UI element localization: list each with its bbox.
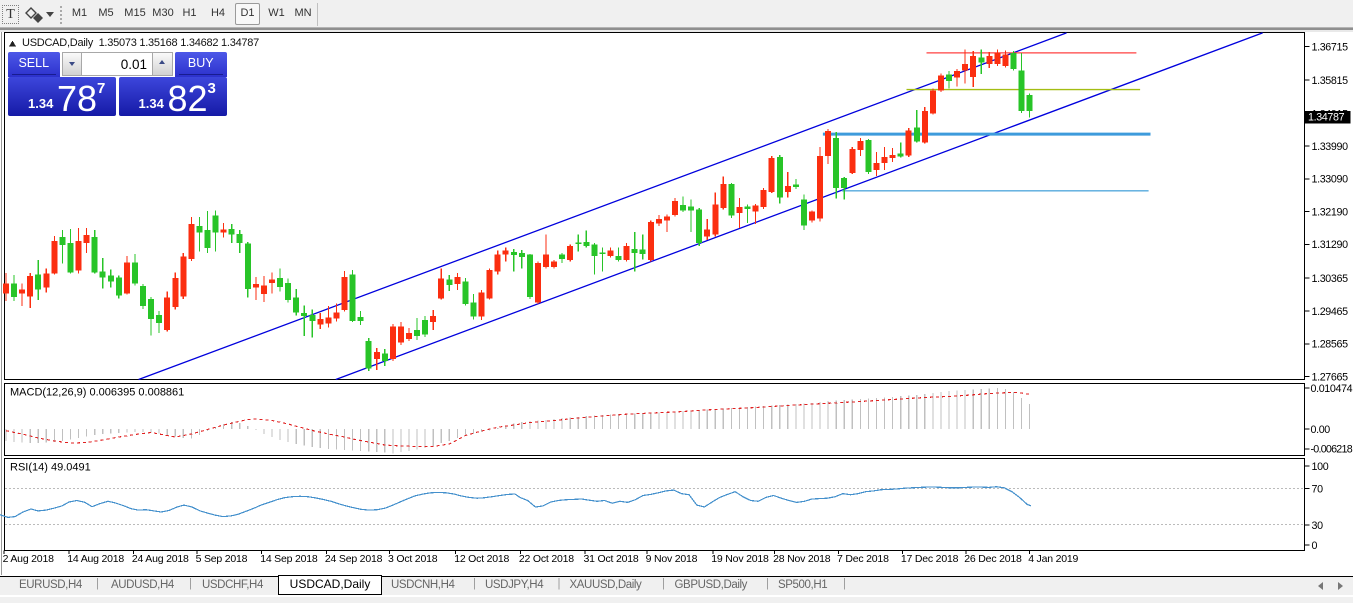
svg-text:2 Aug 2018: 2 Aug 2018 <box>3 553 54 565</box>
svg-text:0.010474: 0.010474 <box>1311 383 1353 395</box>
svg-text:3 Oct 2018: 3 Oct 2018 <box>388 553 438 565</box>
svg-text:1.33090: 1.33090 <box>1312 174 1349 186</box>
svg-text:100: 100 <box>1312 461 1329 473</box>
svg-text:RSI(14) 49.0491: RSI(14) 49.0491 <box>10 462 91 474</box>
svg-text:24 Sep 2018: 24 Sep 2018 <box>325 553 383 565</box>
svg-text:1.35815: 1.35815 <box>1312 75 1349 87</box>
svg-text:1.33990: 1.33990 <box>1312 141 1349 153</box>
svg-text:0.00: 0.00 <box>1311 424 1331 436</box>
svg-text:1.30365: 1.30365 <box>1312 273 1349 285</box>
svg-text:5 Sep 2018: 5 Sep 2018 <box>196 553 248 565</box>
svg-text:1.36715: 1.36715 <box>1312 42 1349 54</box>
svg-text:1.34787: 1.34787 <box>1308 112 1345 124</box>
svg-text:1.27665: 1.27665 <box>1312 371 1349 383</box>
svg-text:14 Sep 2018: 14 Sep 2018 <box>260 553 318 565</box>
svg-text:19 Nov 2018: 19 Nov 2018 <box>711 553 769 565</box>
svg-text:7 Dec 2018: 7 Dec 2018 <box>837 553 889 565</box>
svg-text:31 Oct 2018: 31 Oct 2018 <box>584 553 639 565</box>
svg-text:MACD(12,26,9) 0.006395 0.00886: MACD(12,26,9) 0.006395 0.008861 <box>10 387 184 399</box>
svg-text:1.29465: 1.29465 <box>1312 306 1349 318</box>
svg-text:14 Aug 2018: 14 Aug 2018 <box>67 553 124 565</box>
svg-text:4 Jan 2019: 4 Jan 2019 <box>1028 553 1078 565</box>
svg-text:-0.006218: -0.006218 <box>1311 444 1353 456</box>
svg-text:12 Oct 2018: 12 Oct 2018 <box>454 553 509 565</box>
svg-text:9 Nov 2018: 9 Nov 2018 <box>646 553 698 565</box>
svg-text:0: 0 <box>1312 540 1318 552</box>
svg-text:USDCAD,Daily 1.35073 1.35168: USDCAD,Daily 1.35073 1.35168 1.34682 1.3… <box>22 37 259 49</box>
svg-text:1.31290: 1.31290 <box>1312 239 1349 251</box>
svg-text:1.28565: 1.28565 <box>1312 339 1349 351</box>
svg-text:70: 70 <box>1312 483 1324 495</box>
svg-text:17 Dec 2018: 17 Dec 2018 <box>901 553 959 565</box>
svg-text:30: 30 <box>1312 520 1324 532</box>
svg-text:22 Oct 2018: 22 Oct 2018 <box>519 553 574 565</box>
svg-text:28 Nov 2018: 28 Nov 2018 <box>773 553 831 565</box>
svg-text:24 Aug 2018: 24 Aug 2018 <box>132 553 189 565</box>
svg-text:1.32190: 1.32190 <box>1312 206 1349 218</box>
svg-text:26 Dec 2018: 26 Dec 2018 <box>964 553 1022 565</box>
